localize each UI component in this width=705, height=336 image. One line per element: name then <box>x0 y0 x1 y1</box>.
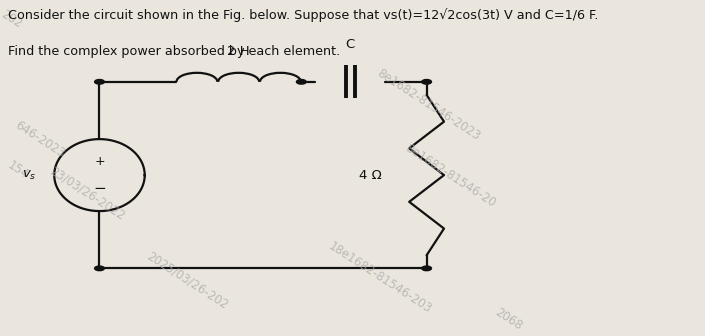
Text: 8e1682-81546-2023: 8e1682-81546-2023 <box>374 67 482 143</box>
Text: Consider the circuit shown in the Fig. below. Suppose that vs(t)=12√2cos(3t) V a: Consider the circuit shown in the Fig. b… <box>8 8 599 22</box>
Text: 18e1682-81546-203: 18e1682-81546-203 <box>326 240 434 317</box>
Text: 8e1682-81546-20: 8e1682-81546-20 <box>402 142 498 210</box>
Text: +: + <box>94 155 105 168</box>
Text: 2025/03/26-202: 2025/03/26-202 <box>145 250 231 312</box>
Circle shape <box>94 266 104 271</box>
Text: 2 H: 2 H <box>228 45 250 58</box>
Text: 2068: 2068 <box>493 305 525 333</box>
Circle shape <box>296 80 306 84</box>
Text: 202: 202 <box>0 8 25 31</box>
Text: 646-2023: 646-2023 <box>13 119 67 161</box>
Text: $v_s$: $v_s$ <box>23 169 37 182</box>
Circle shape <box>422 80 431 84</box>
Text: 23/03/26-2022: 23/03/26-2022 <box>47 165 127 223</box>
Text: −: − <box>93 181 106 196</box>
Text: C: C <box>345 38 355 51</box>
Circle shape <box>422 266 431 271</box>
Text: 4 Ω: 4 Ω <box>359 169 381 181</box>
Text: Find the complex power absorbed by each element.: Find the complex power absorbed by each … <box>8 45 341 58</box>
Text: 154: 154 <box>6 158 31 181</box>
Circle shape <box>94 80 104 84</box>
